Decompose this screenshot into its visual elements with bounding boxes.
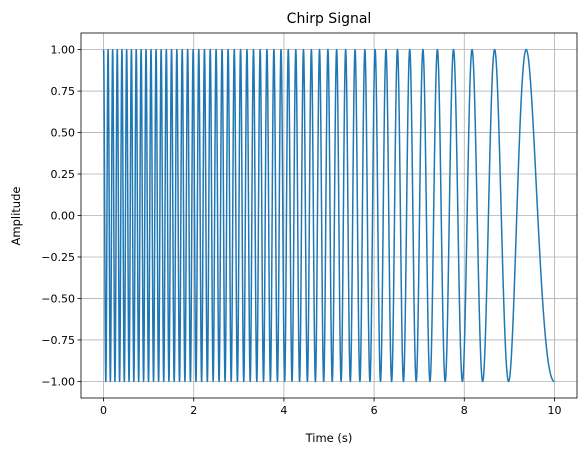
x-tick-label: 6	[371, 404, 378, 417]
x-axis: 0 2 4 6 8 10	[100, 398, 561, 417]
x-tick-label: 8	[461, 404, 468, 417]
x-tick-label: 0	[100, 404, 107, 417]
y-axis-title: Amplitude	[9, 187, 23, 246]
series-layer	[102, 48, 556, 383]
y-tick-label: −0.25	[41, 251, 75, 264]
x-axis-title: Time (s)	[305, 431, 353, 445]
y-tick-label: −0.50	[41, 292, 75, 305]
x-tick-label: 4	[280, 404, 287, 417]
series-line-0	[102, 48, 556, 383]
y-tick-label: 0.50	[51, 127, 76, 140]
y-tick-label: 0.75	[51, 85, 76, 98]
y-tick-label: −0.75	[41, 334, 75, 347]
x-tick-label: 2	[190, 404, 197, 417]
y-axis: −1.00 −0.75 −0.50 −0.25 0.00 0.25 0.50 0.75 1.00	[41, 44, 81, 388]
y-tick-label: 1.00	[51, 44, 76, 57]
y-tick-label: −1.00	[41, 375, 75, 388]
x-tick-label: 10	[547, 404, 561, 417]
chart-title: Chirp Signal	[287, 11, 372, 27]
y-tick-label: 0.25	[51, 168, 76, 181]
y-tick-label: 0.00	[51, 210, 76, 223]
